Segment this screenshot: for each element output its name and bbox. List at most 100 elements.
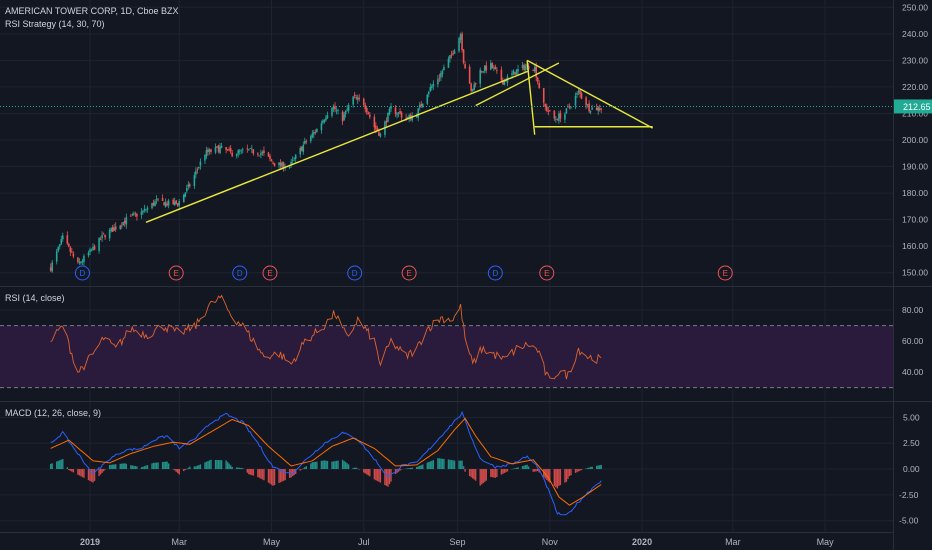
price-tick-label: 170.00 [902,215,928,225]
macd-histogram-down [553,469,556,487]
macd-histogram-up [347,464,350,470]
candle-down [485,65,488,71]
candle-down [438,77,441,79]
macd-histogram-up [600,464,602,470]
candle-up [356,97,359,100]
candle-up [323,119,326,122]
macd-histogram-up [331,461,333,470]
candle-down [474,82,477,85]
candle-down [588,103,590,112]
macd-histogram-down [183,469,185,472]
candle-up [58,244,61,247]
candle-down [462,49,465,63]
candle-down [553,110,556,119]
macd-histogram-down [184,469,186,470]
candle-down [468,66,471,84]
candle-down [114,226,117,230]
macd-histogram-down [384,469,386,486]
candle-down [163,202,165,206]
candle-up [145,209,147,211]
strategy-legend[interactable]: RSI Strategy (14, 30, 70) [5,19,105,29]
candle-up [570,106,572,108]
candle-up [325,117,327,121]
candle-up [429,87,432,92]
candle-down [314,131,317,133]
macd-histogram-down [263,469,265,481]
candle-down [104,234,106,238]
symbol-legend[interactable]: AMERICAN TOWER CORP, 1D, Cboe BZX [5,6,179,16]
macd-histogram-down [301,469,303,470]
macd-histogram-up [49,463,52,470]
macd-histogram-up [161,462,164,470]
macd-histogram-up [334,461,336,470]
macd-histogram-down [282,469,285,481]
macd-histogram-down [549,469,551,483]
macd-histogram-down [474,469,477,481]
rsi-line [50,294,602,380]
candle-up [195,170,197,175]
price-tick-label: 150.00 [902,268,928,278]
macd-histogram-up [438,458,441,470]
event-marker-label: E [174,269,179,278]
rsi-legend[interactable]: RSI (14, close) [5,293,65,303]
candle-up [524,66,527,70]
macd-histogram-down [388,469,391,485]
macd-histogram-down [485,469,487,481]
candle-up [326,115,329,118]
macd-histogram-down [291,469,294,477]
macd-histogram-up [167,463,170,470]
candle-up [173,201,176,206]
candle-down [538,83,541,89]
macd-legend[interactable]: MACD (12, 26, close, 9) [5,408,102,418]
candle-up [303,141,306,144]
macd-histogram-down [258,469,261,478]
macd-histogram-down [71,469,73,472]
macd-histogram-down [481,469,483,485]
macd-histogram-up [239,467,241,470]
candle-down [559,112,562,119]
macd-histogram-down [295,469,297,474]
candle-down [176,203,179,206]
price-axis: 250.00 240.00 230.00 220.00 210.00 200.00 190.… [894,2,932,526]
candle-down [120,225,123,227]
macd-histogram-down [267,469,270,483]
candle-up [142,210,144,213]
candle-up [278,162,280,166]
macd-histogram-up [172,469,174,470]
macd-histogram-up [406,468,409,470]
candle-down [216,146,218,148]
candle-up [493,67,495,69]
macd-histogram-up [523,465,525,470]
macd-histogram-down [68,469,70,471]
macd-histogram-up [357,468,359,470]
candle-up [299,148,302,155]
rsi-tick-label: 60.00 [902,336,924,346]
macd-histogram-up [110,464,112,470]
macd-histogram-down [496,469,498,478]
candle-down [464,64,466,69]
macd-histogram-up [210,459,212,470]
macd-histogram-up [521,466,524,470]
macd-histogram-down [502,469,504,474]
candle-down [394,107,397,114]
macd-histogram-up [229,465,232,470]
macd-histogram-down [397,469,400,472]
candle-down [378,132,380,136]
candle-up [567,106,569,108]
macd-histogram-up [143,466,146,470]
last-price-value: 212.65 [903,102,931,112]
time-axis: 2019 Mar May Jul Sep Nov 2020 Mar May [80,537,834,547]
macd-histogram-up [326,460,329,470]
macd-tick-label: 2.50 [903,438,920,448]
macd-histogram-up [166,461,168,470]
macd-histogram-down [482,469,484,484]
candle-up [98,238,100,251]
macd-histogram-up [458,460,460,470]
candle-down [373,116,376,128]
candle-up [198,166,200,169]
candle-down [229,148,232,152]
candle-down [69,247,72,252]
macd-histogram-up [411,467,413,470]
macd-histogram-down [503,469,506,474]
